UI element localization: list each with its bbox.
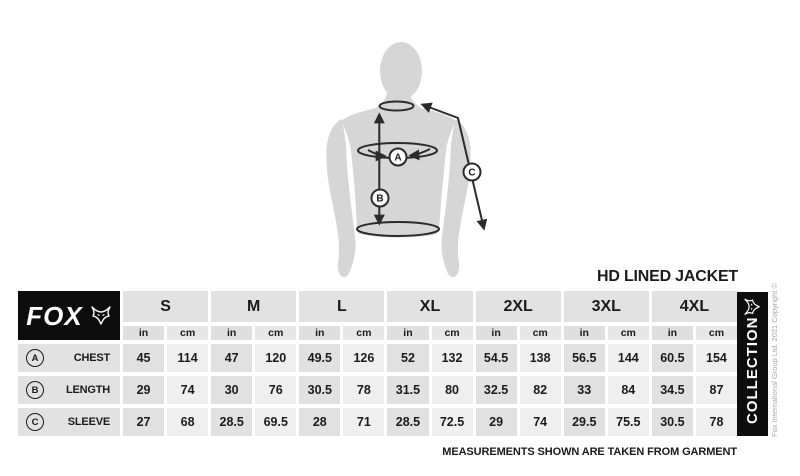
value-cell: 27: [123, 408, 165, 436]
value-cell: 34.5: [651, 376, 693, 404]
value-cell: 29.5: [563, 408, 605, 436]
value-cell: 87: [695, 376, 737, 404]
unit-header-in: in: [475, 326, 517, 340]
size-header-2xl: 2XL: [475, 291, 561, 322]
value-cell: 30: [211, 376, 253, 404]
size-header-m: M: [211, 291, 297, 322]
measurement-diagram: A B C: [326, 42, 488, 278]
value-cell: 52: [387, 344, 429, 372]
size-table: FOX S M L XL 2XL 3XL 4XL in cm in cm in cm in cm in cm in…: [18, 291, 737, 436]
value-cell: 78: [343, 376, 385, 404]
value-cell: 69.5: [255, 408, 297, 436]
measurements-note: MEASUREMENTS SHOWN ARE TAKEN FROM GARMEN…: [442, 446, 737, 458]
value-cell: 49.5: [299, 344, 341, 372]
measure-letter-b: B: [26, 381, 44, 399]
value-cell: 120: [255, 344, 297, 372]
unit-header-in: in: [563, 326, 605, 340]
unit-header-in: in: [123, 326, 165, 340]
size-header-3xl: 3XL: [563, 291, 649, 322]
left-arm-shape: [326, 119, 356, 278]
measure-label: CHEST: [73, 352, 110, 364]
diagram-letter-c: C: [468, 168, 475, 179]
fox-logo-text: FOX: [26, 300, 83, 331]
head-shape: [380, 42, 422, 100]
value-cell: 54.5: [475, 344, 517, 372]
value-cell: 68: [167, 408, 209, 436]
chest-arrow-left: [367, 149, 387, 162]
unit-header-cm: cm: [343, 326, 385, 340]
unit-header-in: in: [211, 326, 253, 340]
sleeve-arrow: [420, 102, 488, 231]
unit-header-cm: cm: [607, 326, 649, 340]
value-cell: 71: [343, 408, 385, 436]
diagram-marker-c: [462, 162, 482, 182]
value-cell: 84: [607, 376, 649, 404]
unit-header-in: in: [651, 326, 693, 340]
value-cell: 29: [475, 408, 517, 436]
fox-head-icon: [744, 299, 760, 316]
value-cell: 30.5: [299, 376, 341, 404]
diagram-marker-a: [388, 147, 408, 167]
value-cell: 72.5: [431, 408, 473, 436]
value-cell: 60.5: [651, 344, 693, 372]
diagram-letter-a: A: [394, 153, 401, 164]
size-header-4xl: 4XL: [651, 291, 737, 322]
measure-letter-a: A: [26, 349, 44, 367]
value-cell: 47: [211, 344, 253, 372]
diagram-letter-b: B: [376, 194, 383, 205]
fox-logo: FOX: [18, 291, 120, 340]
chest-arrow-right: [408, 148, 431, 161]
value-cell: 76: [255, 376, 297, 404]
unit-header-cm: cm: [519, 326, 561, 340]
value-cell: 30.5: [651, 408, 693, 436]
value-cell: 28.5: [211, 408, 253, 436]
value-cell: 56.5: [563, 344, 605, 372]
measure-letter-c: C: [26, 413, 44, 431]
size-header-s: S: [123, 291, 209, 322]
value-cell: 74: [167, 376, 209, 404]
row-label-length: B LENGTH: [18, 376, 120, 404]
value-cell: 132: [431, 344, 473, 372]
value-cell: 31.5: [387, 376, 429, 404]
unit-header-cm: cm: [255, 326, 297, 340]
fox-head-icon: [91, 305, 111, 325]
value-cell: 28: [299, 408, 341, 436]
value-cell: 29: [123, 376, 165, 404]
value-cell: 45: [123, 344, 165, 372]
diagram-marker-b: [370, 188, 390, 208]
value-cell: 75.5: [607, 408, 649, 436]
page-title: HD LINED JACKET: [596, 268, 738, 285]
value-cell: 154: [695, 344, 737, 372]
unit-header-in: in: [387, 326, 429, 340]
value-cell: 32.5: [475, 376, 517, 404]
row-label-chest: A CHEST: [18, 344, 120, 372]
unit-header-in: in: [299, 326, 341, 340]
row-label-sleeve: C SLEEVE: [18, 408, 120, 436]
value-cell: 144: [607, 344, 649, 372]
value-cell: 74: [519, 408, 561, 436]
value-cell: 114: [167, 344, 209, 372]
value-cell: 28.5: [387, 408, 429, 436]
size-header-xl: XL: [387, 291, 473, 322]
collection-label: COLLECTION: [744, 316, 761, 425]
value-cell: 138: [519, 344, 561, 372]
value-cell: 33: [563, 376, 605, 404]
copyright-text: Fox International Group Ltd. 2021 Copyri…: [770, 283, 779, 437]
value-cell: 78: [695, 408, 737, 436]
neck-measure-ellipse: [378, 100, 415, 112]
unit-header-cm: cm: [431, 326, 473, 340]
value-cell: 80: [431, 376, 473, 404]
value-cell: 126: [343, 344, 385, 372]
measure-label: SLEEVE: [67, 416, 110, 428]
unit-header-cm: cm: [167, 326, 209, 340]
measure-label: LENGTH: [65, 384, 110, 396]
collection-bar: COLLECTION: [737, 292, 768, 436]
unit-header-cm: cm: [695, 326, 737, 340]
size-header-l: L: [299, 291, 385, 322]
value-cell: 82: [519, 376, 561, 404]
